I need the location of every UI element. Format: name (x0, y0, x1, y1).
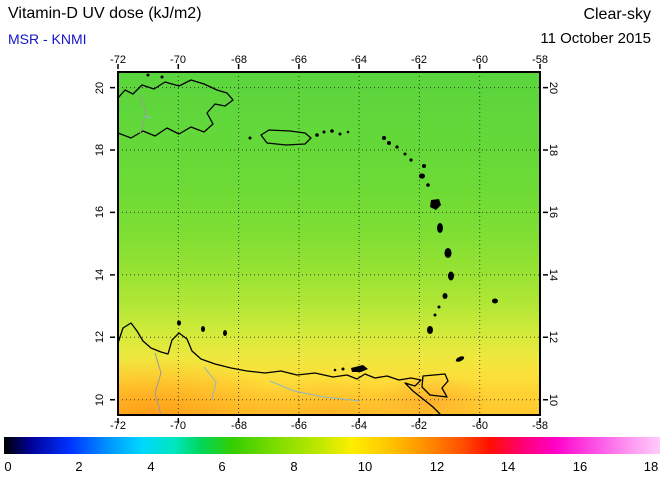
grenadines-islands (433, 313, 437, 317)
y-tick-label: 18 (94, 143, 106, 157)
y-tick-label: 18 (547, 143, 559, 157)
x-tick-label: -70 (170, 54, 186, 66)
grenada-island (427, 326, 433, 334)
x-tick-label: -68 (231, 420, 247, 432)
page-title: Vitamin-D UV dose (kJ/m2) (8, 5, 202, 22)
turks-islands (160, 75, 164, 79)
colorbar-tick-label: 16 (572, 459, 588, 474)
source-label: MSR - KNMI (8, 31, 87, 47)
st-vincent-island (442, 293, 448, 299)
date-label: 11 October 2015 (540, 30, 651, 47)
saba-island (403, 152, 407, 156)
colorbar-tick-label: 8 (290, 459, 298, 474)
st-martin-island (387, 141, 391, 145)
colorbar-tick-label: 2 (75, 459, 83, 474)
x-tick-label: -60 (472, 420, 488, 432)
map-frame (117, 71, 541, 416)
barbuda-island (422, 164, 426, 168)
y-tick-label: 12 (94, 330, 106, 344)
x-tick-label: -60 (472, 54, 488, 66)
colorbar-tick-label: 18 (643, 459, 659, 474)
y-tick-label: 12 (547, 330, 559, 344)
colorbar (4, 437, 660, 454)
map-overlay (110, 64, 548, 423)
y-tick-label: 10 (547, 393, 559, 407)
virgin-islands (346, 130, 350, 134)
grid-lines (118, 72, 540, 415)
x-tick-label: -66 (291, 54, 307, 66)
x-tick-label: -64 (351, 420, 367, 432)
st-lucia-island (448, 271, 454, 281)
virgin-islands (330, 129, 334, 133)
culebra-island (322, 130, 326, 134)
colorbar-tick-label: 0 (4, 459, 12, 474)
south-america-coastline (117, 322, 442, 416)
tobago-island (455, 356, 465, 362)
margarita-island (351, 365, 368, 372)
st-barth-island (395, 145, 399, 149)
x-tick-label: -64 (351, 54, 367, 66)
x-tick-label: -72 (110, 54, 126, 66)
martinique-island (444, 248, 452, 258)
turks-islands (146, 73, 150, 77)
colorbar-tick-label: 14 (500, 459, 516, 474)
mona-island (248, 136, 252, 140)
x-tick-label: -62 (411, 54, 427, 66)
colorbar-tick-label: 6 (218, 459, 226, 474)
coastlines (117, 73, 498, 416)
cubagua-island (333, 368, 337, 372)
antigua-island (419, 173, 425, 179)
bonaire-island (223, 330, 227, 336)
x-tick-label: -66 (291, 420, 307, 432)
hispaniola-lake (143, 115, 153, 119)
x-tick-label: -72 (110, 420, 126, 432)
colombia-venezuela-border (154, 352, 162, 416)
x-tick-label: -70 (170, 420, 186, 432)
x-tick-label: -68 (231, 54, 247, 66)
x-tick-label: -58 (532, 420, 548, 432)
y-tick-label: 14 (94, 268, 106, 282)
coche-island (341, 367, 345, 371)
grenadines-islands (437, 305, 441, 309)
y-tick-label: 16 (94, 205, 106, 219)
st-kitts-island (409, 158, 413, 162)
y-tick-label: 10 (94, 393, 106, 407)
colorbar-tick-label: 4 (147, 459, 155, 474)
y-tick-label: 14 (547, 268, 559, 282)
y-tick-label: 20 (547, 81, 559, 95)
curacao-island (201, 326, 205, 332)
haiti-dr-border (138, 93, 147, 135)
aruba-island (177, 320, 181, 326)
sky-condition-label: Clear-sky (583, 6, 651, 23)
hispaniola-coastline (117, 79, 234, 139)
river-line (203, 366, 217, 401)
axis-ticks (110, 64, 548, 423)
montserrat-island (426, 183, 430, 187)
dominica-island (437, 223, 443, 233)
barbados-island (492, 298, 498, 304)
colorbar-tick-label: 10 (357, 459, 373, 474)
x-tick-label: -58 (532, 54, 548, 66)
colorbar-tick-label: 12 (429, 459, 445, 474)
y-tick-label: 20 (94, 81, 106, 95)
x-tick-label: -62 (411, 420, 427, 432)
anguilla-island (382, 136, 386, 140)
y-tick-label: 16 (547, 205, 559, 219)
orinoco-river (269, 380, 361, 402)
virgin-islands (338, 132, 342, 136)
puerto-rico-coastline (260, 129, 312, 146)
vieques-island (315, 133, 319, 137)
guadeloupe-island (430, 199, 441, 210)
trinidad-coastline (421, 373, 449, 398)
